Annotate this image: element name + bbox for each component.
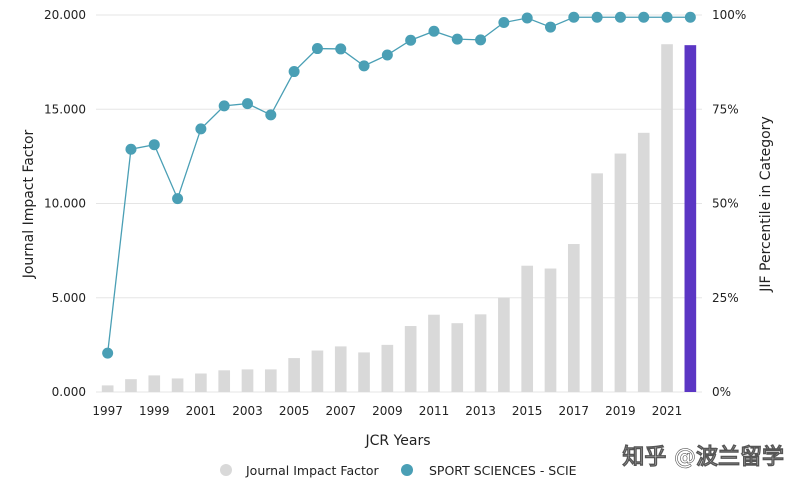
data-point	[428, 25, 440, 37]
x-tick-label: 2007	[325, 404, 356, 418]
data-point	[288, 66, 300, 78]
bar	[591, 173, 603, 392]
data-point	[102, 347, 114, 359]
data-point	[172, 193, 184, 205]
bar	[101, 385, 114, 392]
data-point	[614, 11, 626, 23]
legend-label-impact-factor: Journal Impact Factor	[245, 463, 380, 478]
bar	[381, 344, 394, 392]
bar	[614, 153, 627, 392]
data-point	[568, 11, 580, 23]
data-point	[265, 109, 277, 121]
data-point	[545, 21, 556, 33]
bar	[498, 297, 510, 392]
y-tick-label-left: 20.000	[44, 8, 86, 22]
legend-marker-sport-sciences	[401, 464, 413, 476]
data-point	[451, 33, 463, 45]
legend-item-sport-sciences[interactable]: SPORT SCIENCES - SCIE	[401, 463, 577, 478]
line-series	[102, 11, 696, 359]
data-point	[498, 17, 510, 29]
y-axis-title-right: JIF Percentile in Category	[758, 116, 774, 292]
bar	[311, 350, 324, 392]
x-tick-label: 2013	[465, 404, 496, 418]
bar-series	[101, 44, 697, 392]
y-tick-label-right: 100%	[712, 8, 746, 22]
bar	[428, 314, 440, 392]
x-axis-title: JCR Years	[364, 433, 430, 449]
y-tick-label-left: 10.000	[44, 197, 86, 211]
data-point	[311, 43, 323, 55]
data-point	[405, 34, 417, 46]
x-tick-label: 2001	[186, 404, 217, 418]
legend-label-sport-sciences: SPORT SCIENCES - SCIE	[429, 463, 577, 478]
bar	[195, 373, 207, 392]
bar	[684, 45, 697, 392]
y-tick-label-left: 0.000	[52, 385, 86, 399]
x-tick-label: 2003	[232, 404, 263, 418]
data-point	[638, 11, 650, 23]
x-tick-label: 2009	[372, 404, 403, 418]
x-tick-label: 2011	[419, 404, 450, 418]
data-point	[521, 12, 533, 24]
bar	[218, 370, 231, 392]
data-point	[195, 123, 207, 135]
x-tick-label: 2017	[559, 404, 590, 418]
bar	[288, 358, 300, 392]
bar	[125, 379, 137, 392]
y-tick-label-right: 25%	[712, 291, 739, 305]
x-tick-label: 2021	[652, 404, 683, 418]
bar	[451, 323, 464, 392]
y-tick-label-right: 0%	[712, 385, 731, 399]
x-tick-label: 2005	[279, 404, 310, 418]
legend: Journal Impact Factor SPORT SCIENCES - S…	[220, 463, 577, 478]
bar	[567, 244, 580, 392]
gridlines	[96, 14, 702, 393]
left-y-axis: 0.000 5.000 10.000 15.000 20.000	[44, 8, 86, 399]
watermark: 知乎 @波兰留学	[622, 444, 784, 470]
bar	[148, 375, 161, 392]
data-point	[661, 11, 673, 23]
x-axis: 1997 1999 2001 2003 2005 2007 2009 2011 2013 2015…	[92, 404, 682, 418]
bar	[264, 369, 277, 392]
y-tick-label-left: 15.000	[44, 102, 86, 116]
y-axis-title-left: Journal Impact Factor	[21, 129, 37, 279]
data-point	[591, 11, 603, 23]
legend-marker-impact-factor	[220, 464, 232, 476]
x-tick-label: 1999	[139, 404, 170, 418]
y-tick-label-right: 75%	[712, 102, 739, 116]
data-point	[381, 49, 393, 61]
bar	[544, 268, 557, 392]
data-point	[125, 143, 137, 155]
bar	[241, 369, 254, 392]
bar	[661, 44, 673, 392]
data-point	[358, 60, 370, 72]
y-tick-label-right: 50%	[712, 197, 739, 211]
x-tick-label: 1997	[92, 404, 123, 418]
y-tick-label-left: 5.000	[52, 291, 86, 305]
bar	[521, 265, 534, 392]
data-point	[218, 100, 230, 112]
x-tick-label: 2019	[605, 404, 636, 418]
data-point	[335, 43, 347, 55]
data-point	[475, 34, 487, 46]
right-y-axis: 0% 25% 50% 75% 100%	[712, 8, 746, 399]
bar	[334, 346, 347, 392]
data-point	[684, 11, 696, 23]
bar	[171, 378, 184, 392]
bar	[637, 132, 650, 392]
bar	[404, 326, 417, 392]
bar	[358, 352, 370, 392]
data-point	[242, 98, 253, 110]
data-point	[148, 139, 160, 151]
legend-item-impact-factor[interactable]: Journal Impact Factor	[220, 463, 380, 478]
x-tick-label: 2015	[512, 404, 543, 418]
bar	[474, 314, 487, 392]
